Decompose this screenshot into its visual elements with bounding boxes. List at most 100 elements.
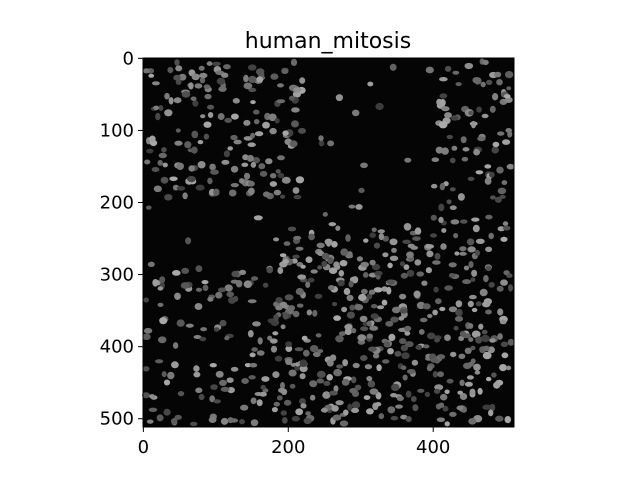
cell (339, 420, 349, 427)
cell (295, 176, 305, 184)
cell (299, 398, 306, 405)
cell (371, 227, 377, 233)
cell (351, 401, 361, 409)
cell (176, 162, 185, 170)
cell (449, 205, 457, 210)
cell (441, 228, 447, 233)
cell (450, 219, 460, 225)
cell (492, 141, 500, 148)
cell (296, 303, 304, 308)
cell (363, 395, 371, 400)
cell (309, 345, 319, 353)
cell (209, 163, 216, 171)
cell (472, 77, 481, 84)
cell (284, 294, 294, 301)
cell (488, 281, 495, 288)
cell (199, 72, 208, 79)
cell (404, 330, 411, 336)
cell (377, 229, 385, 234)
cell (354, 304, 364, 311)
cell (269, 338, 278, 344)
cell (276, 99, 286, 104)
cell (207, 104, 215, 110)
cell (390, 316, 399, 323)
cell (303, 417, 312, 425)
cell (198, 65, 205, 71)
cell (321, 252, 330, 260)
cell (484, 164, 492, 169)
cell (197, 140, 204, 145)
cell (476, 106, 482, 113)
cell (322, 212, 328, 217)
cell (437, 371, 444, 378)
cell (433, 388, 441, 394)
cell (405, 341, 414, 348)
cell (475, 238, 485, 244)
cell (316, 370, 326, 378)
cell (400, 344, 409, 352)
cell (451, 145, 458, 151)
cell (496, 166, 504, 174)
cell (279, 253, 287, 258)
cell (329, 390, 338, 396)
cell (161, 147, 167, 153)
cell (157, 159, 163, 166)
cell (378, 233, 385, 241)
cell (458, 353, 466, 359)
cell (382, 359, 390, 364)
cell (494, 71, 502, 78)
cell (348, 280, 354, 288)
cell (489, 338, 496, 343)
cell (250, 100, 256, 105)
cell (177, 391, 185, 397)
cell (267, 318, 276, 324)
cell (276, 395, 283, 401)
cell (448, 273, 456, 278)
cell (333, 315, 341, 321)
cell (399, 261, 406, 267)
cell (402, 374, 408, 381)
cell (360, 355, 368, 361)
cell (439, 306, 446, 312)
cell (497, 333, 503, 340)
cell (426, 365, 433, 372)
cell (422, 303, 431, 310)
cell (155, 112, 161, 121)
cell (488, 232, 495, 240)
cell (500, 236, 508, 242)
cell (449, 187, 456, 192)
cell (299, 359, 308, 368)
cell (432, 260, 441, 265)
cell (202, 284, 209, 291)
cell (348, 204, 356, 209)
cell (482, 351, 492, 360)
cell (270, 345, 278, 353)
cell (157, 336, 167, 344)
cell (347, 403, 353, 411)
cell (455, 309, 461, 316)
cell (444, 112, 452, 119)
cell (295, 287, 304, 296)
cell (390, 416, 399, 421)
cell (156, 414, 164, 422)
cell (351, 328, 357, 334)
cell (367, 81, 374, 87)
cell (497, 308, 504, 316)
cell (395, 404, 403, 409)
cell (386, 286, 392, 295)
cell (210, 384, 218, 390)
cell (281, 417, 288, 424)
cell (281, 68, 289, 74)
cell (366, 376, 373, 382)
cell (261, 376, 270, 382)
cell (199, 336, 207, 342)
cell (203, 121, 212, 128)
cell (439, 182, 446, 191)
cell (195, 265, 203, 273)
axes-frame (142, 57, 515, 428)
cell (185, 323, 194, 328)
cell (331, 405, 339, 412)
cell (410, 396, 417, 402)
cell (293, 87, 302, 93)
cell (506, 163, 515, 170)
